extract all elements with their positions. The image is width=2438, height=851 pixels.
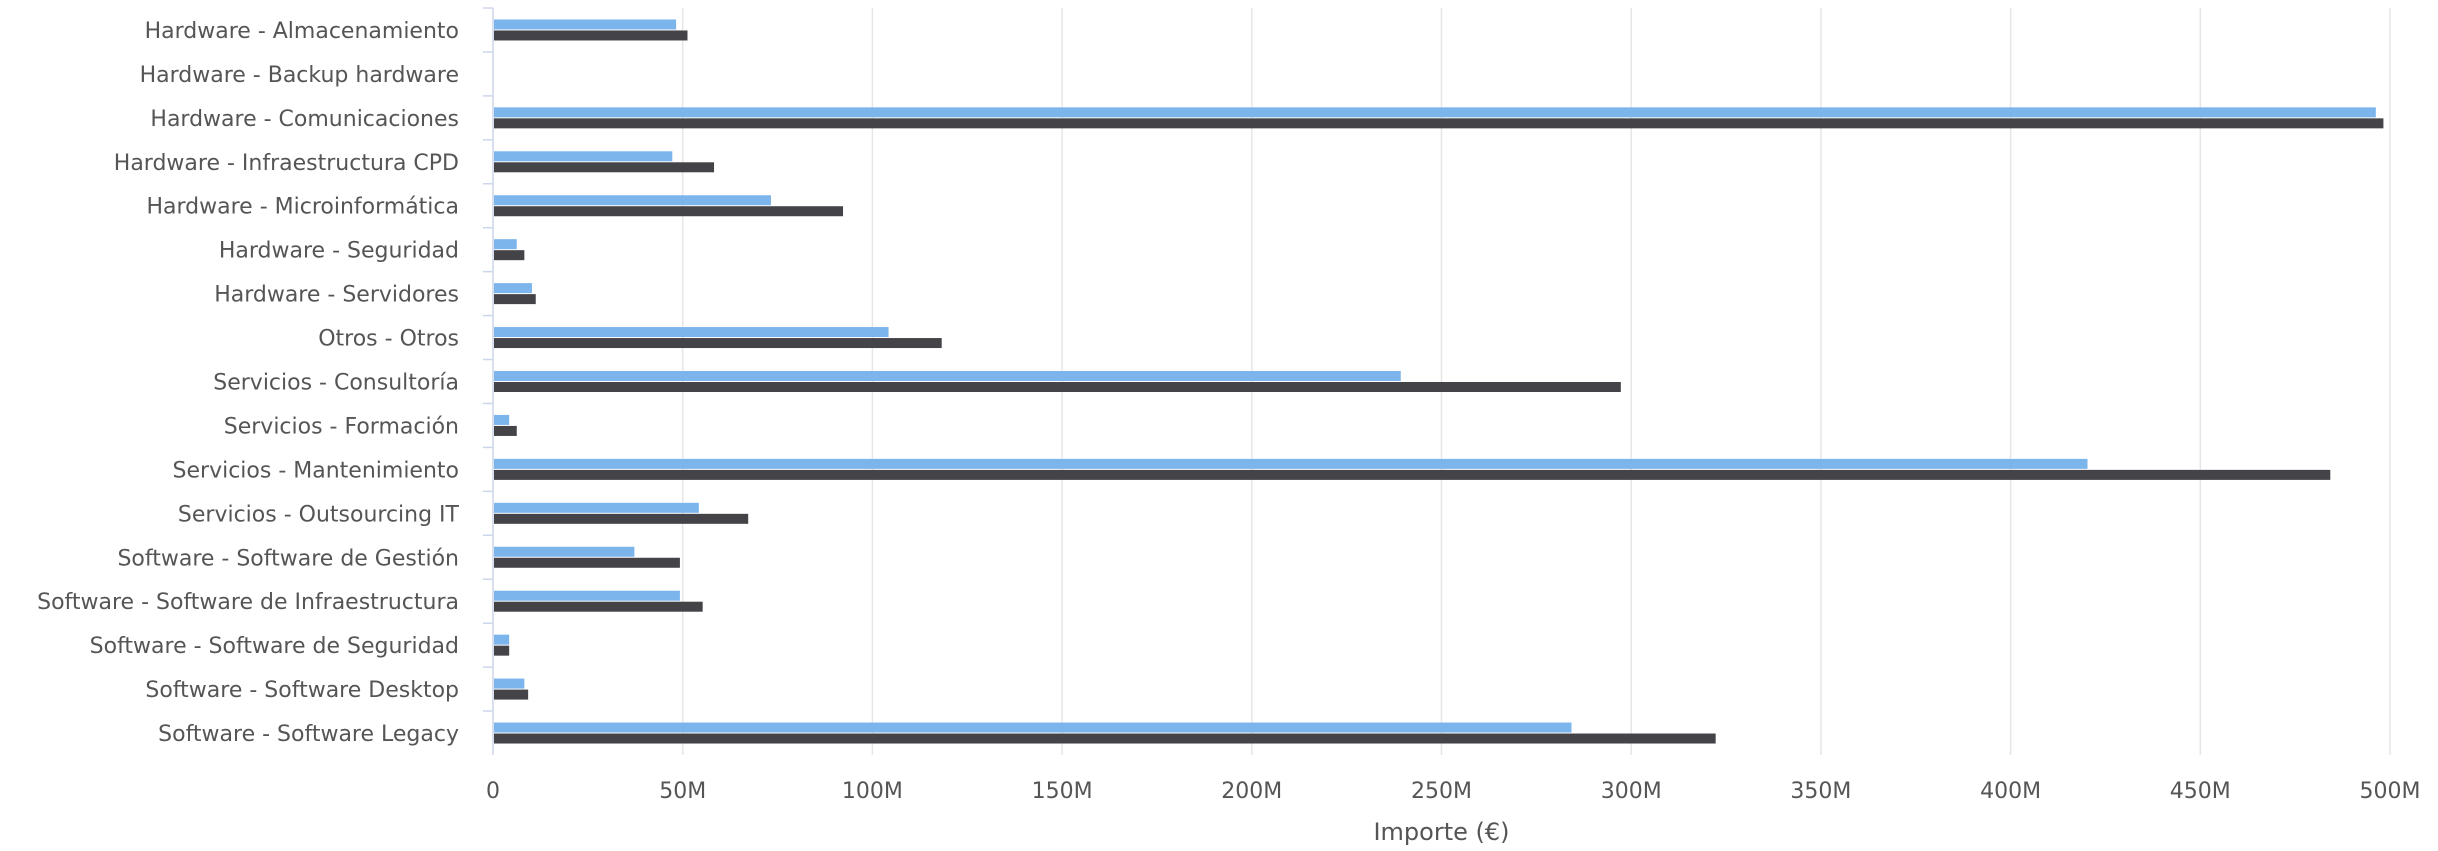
x-tick-label: 200M	[1221, 779, 1282, 804]
category-label: Hardware - Backup hardware	[140, 63, 459, 88]
category-label: Hardware - Almacenamiento	[145, 19, 459, 44]
bar[interactable]	[494, 294, 536, 305]
bar[interactable]	[494, 634, 510, 645]
bar[interactable]	[494, 733, 1716, 744]
bar[interactable]	[494, 107, 2376, 118]
bar[interactable]	[494, 546, 635, 557]
x-tick-label: 400M	[1980, 779, 2041, 804]
category-label: Software - Software de Seguridad	[90, 634, 459, 659]
category-labels: Hardware - Almacenamiento Hardware - Back…	[37, 19, 459, 747]
x-tick-label: 150M	[1032, 779, 1093, 804]
bar[interactable]	[494, 327, 889, 338]
bar[interactable]	[494, 195, 771, 206]
bar[interactable]	[494, 151, 673, 162]
category-label: Hardware - Comunicaciones	[150, 107, 459, 132]
x-tick-labels: 0 50M 100M 150M 200M 250M 300M 350M 400M 450M 500M	[486, 779, 2420, 804]
category-label: Hardware - Seguridad	[219, 239, 459, 264]
x-tick-label: 450M	[2170, 779, 2231, 804]
category-label: Servicios - Formación	[224, 414, 459, 439]
x-tick-label: 350M	[1790, 779, 1851, 804]
category-label: Otros - Otros	[318, 327, 459, 352]
bar[interactable]	[494, 283, 532, 294]
bar[interactable]	[494, 502, 699, 513]
x-tick-label: 250M	[1411, 779, 1472, 804]
bar-layer	[494, 19, 2384, 744]
category-label: Software - Software Legacy	[158, 722, 459, 747]
bar[interactable]	[494, 645, 510, 656]
x-tick-label: 300M	[1601, 779, 1662, 804]
bar[interactable]	[494, 414, 510, 425]
category-label: Servicios - Outsourcing IT	[178, 502, 460, 527]
bar[interactable]	[494, 601, 703, 612]
bar[interactable]	[494, 19, 677, 30]
bar[interactable]	[494, 382, 1621, 392]
bar[interactable]	[494, 678, 525, 689]
bar[interactable]	[494, 118, 2384, 129]
x-tick-label: 500M	[2360, 779, 2421, 804]
bar[interactable]	[494, 722, 1572, 733]
bar[interactable]	[494, 458, 2088, 469]
category-label: Software - Software Desktop	[145, 678, 459, 703]
bar[interactable]	[494, 162, 715, 173]
bar[interactable]	[494, 30, 688, 41]
bar[interactable]	[494, 513, 749, 524]
x-tick-label: 100M	[842, 779, 903, 804]
grid-layer	[483, 7, 2391, 755]
category-label: Servicios - Consultoría	[213, 371, 459, 396]
bar[interactable]	[494, 469, 2331, 480]
category-label: Hardware - Microinformática	[146, 195, 459, 220]
bar[interactable]	[494, 590, 680, 601]
bar[interactable]	[494, 425, 517, 436]
bar[interactable]	[494, 689, 529, 700]
bar[interactable]	[494, 557, 680, 568]
bar[interactable]	[494, 206, 844, 217]
bar[interactable]	[494, 250, 525, 261]
category-label: Software - Software de Gestión	[117, 546, 459, 571]
x-tick-label: 0	[486, 779, 500, 804]
x-tick-label: 50M	[659, 779, 706, 804]
bar[interactable]	[494, 371, 1401, 381]
x-axis-title: Importe (€)	[1373, 818, 1509, 846]
category-label: Servicios - Mantenimiento	[173, 458, 459, 483]
category-label: Hardware - Infraestructura CPD	[114, 151, 459, 176]
bar[interactable]	[494, 338, 942, 349]
category-label: Hardware - Servidores	[214, 283, 459, 308]
category-label: Software - Software de Infraestructura	[37, 590, 459, 615]
bar[interactable]	[494, 239, 517, 250]
